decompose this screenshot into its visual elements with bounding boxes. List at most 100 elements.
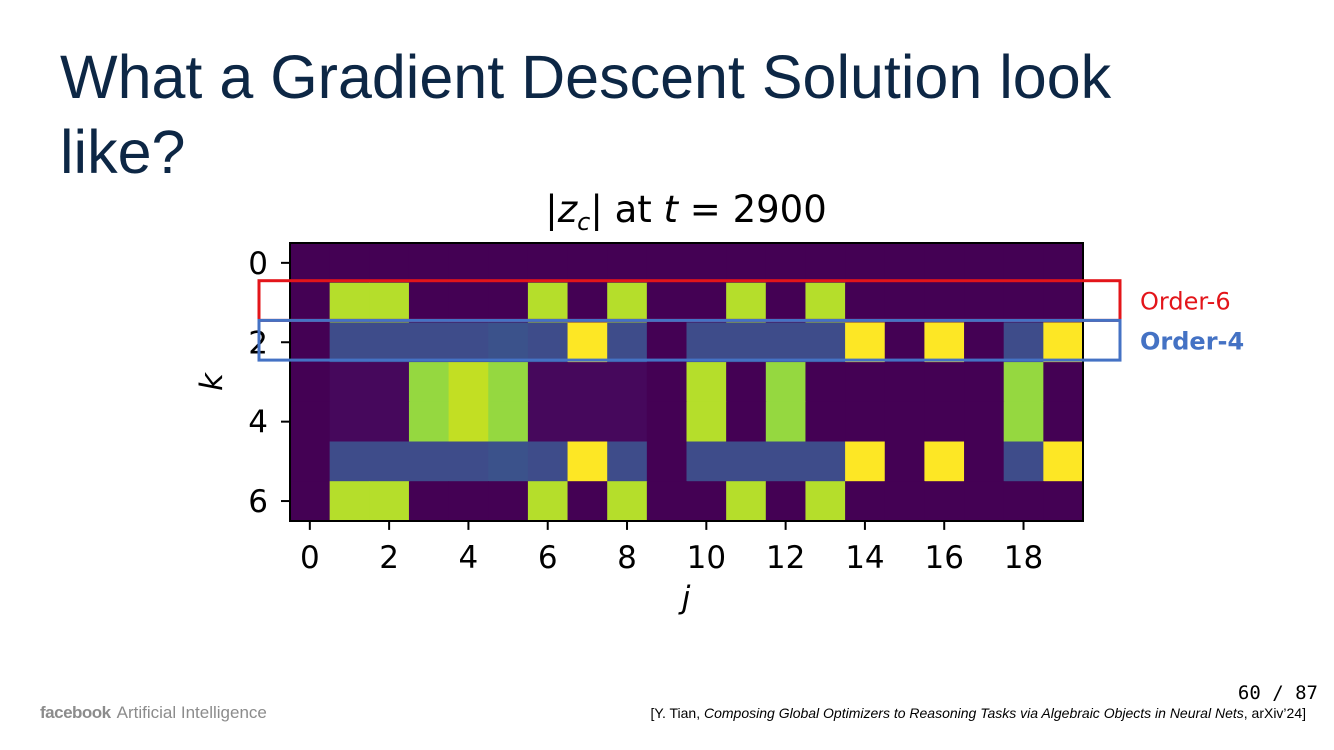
heatmap-cell (408, 322, 450, 363)
heatmap-cell (369, 441, 410, 482)
heatmap-cell (884, 362, 925, 403)
heatmap-cell (805, 322, 846, 363)
heatmap-cell (1003, 362, 1044, 403)
heatmap-cell (408, 441, 450, 482)
heatmap-cell (924, 362, 965, 403)
x-tick-label: 8 (617, 540, 637, 576)
heatmap-cell (845, 441, 886, 482)
heatmap-cell (765, 441, 807, 482)
heatmap-cell (924, 441, 965, 482)
heatmap-cell (646, 282, 688, 323)
heatmap-cell (488, 322, 529, 363)
heatmap-cell (567, 322, 608, 363)
heatmap-cell (964, 441, 1005, 482)
heatmap-cell (488, 401, 529, 443)
heatmap-cell (290, 362, 331, 403)
heatmap-cell (527, 282, 569, 323)
heatmap-cell (607, 243, 648, 284)
heatmap-cell (884, 401, 925, 443)
heatmap-cell (448, 401, 489, 443)
logo-text: Artificial Intelligence (116, 703, 267, 722)
heatmap-cell (805, 282, 846, 323)
heatmap-cell (488, 282, 529, 323)
heatmap-cell (686, 282, 727, 323)
heatmap-cell (765, 401, 807, 443)
heatmap-cell (1043, 441, 1084, 482)
heatmap-cell (448, 362, 489, 403)
heatmap-cell (924, 282, 965, 323)
y-tick-label: 0 (248, 246, 268, 282)
heatmap-cell (646, 481, 688, 522)
heatmap-cell (607, 362, 648, 403)
heatmap-cell (765, 322, 807, 363)
heatmap-cell (646, 441, 688, 482)
plot-frame (289, 242, 1084, 522)
heatmap-cell (765, 481, 807, 522)
heatmap-cell (527, 322, 569, 363)
slide-title: What a Gradient Descent Solution look li… (60, 43, 1112, 186)
heatmap-cell (290, 243, 331, 284)
heatmap-cell (488, 441, 529, 482)
heatmap-cell (805, 362, 846, 403)
x-tick-label: 18 (1004, 540, 1043, 576)
y-axis-label: k (194, 372, 230, 391)
heatmap-cell (1043, 362, 1084, 403)
heatmap-cell (329, 362, 370, 403)
heatmap-cell (1043, 322, 1084, 363)
heatmap-cell (329, 243, 370, 284)
heatmap-cell (845, 322, 886, 363)
heatmap-cell (964, 362, 1005, 403)
heatmap-cell (805, 481, 846, 522)
order-4-label: Order-4 (1140, 327, 1244, 355)
heatmap-cell (290, 441, 331, 482)
heatmap-cell (567, 243, 608, 284)
heatmap-cell (369, 481, 410, 522)
heatmap-cell (924, 401, 965, 443)
citation-title: Composing Global Optimizers to Reasoning… (703, 705, 1244, 721)
heatmap-cell (805, 243, 846, 284)
heatmap-cell (1003, 481, 1044, 522)
citation-prefix: [Y. Tian, (650, 705, 704, 721)
heatmap-cell (884, 441, 925, 482)
heatmap-cell (488, 481, 529, 522)
heatmap-cell (448, 282, 489, 323)
heatmap-cell (884, 322, 925, 363)
heatmap-cell (726, 322, 767, 363)
x-tick-label: 12 (766, 540, 805, 576)
heatmap-cell (607, 441, 648, 482)
order-6-label: Order-6 (1140, 288, 1231, 316)
heatmap-cell (845, 401, 886, 443)
heatmap-cell (607, 401, 648, 443)
heatmap-cell (845, 282, 886, 323)
heatmap-cell (1003, 322, 1044, 363)
heatmap-cell (527, 401, 569, 443)
heatmap-cell (1043, 282, 1084, 323)
heatmap-cell (924, 243, 965, 284)
x-axis-ticks: 0 2 4 6 8 10 12 14 16 18 (300, 520, 1043, 576)
heatmap-cell (1003, 401, 1044, 443)
heatmap-cell (329, 401, 370, 443)
heatmap-cell (964, 401, 1005, 443)
heatmap-cell (805, 401, 846, 443)
heatmap-cell (845, 243, 886, 284)
heatmap-cell (845, 481, 886, 522)
heatmap-cell (408, 362, 450, 403)
heatmap-cell (884, 282, 925, 323)
heatmap-cell (924, 481, 965, 522)
heatmap-cell (765, 282, 807, 323)
heatmap-cell (369, 282, 410, 323)
heatmap-cell (448, 481, 489, 522)
heatmap-cell (527, 362, 569, 403)
heatmap-cell (845, 362, 886, 403)
x-tick-label: 14 (845, 540, 884, 576)
heatmap-cell (1043, 243, 1084, 284)
heatmap-cell (408, 282, 450, 323)
heatmap-cell (1043, 401, 1084, 443)
heatmap-cell (646, 401, 688, 443)
heatmap-cell (1043, 481, 1084, 522)
heatmap-cell (686, 401, 727, 443)
heatmap-cell (765, 243, 807, 284)
y-tick-label: 4 (248, 405, 268, 441)
heatmap-cell (686, 243, 727, 284)
